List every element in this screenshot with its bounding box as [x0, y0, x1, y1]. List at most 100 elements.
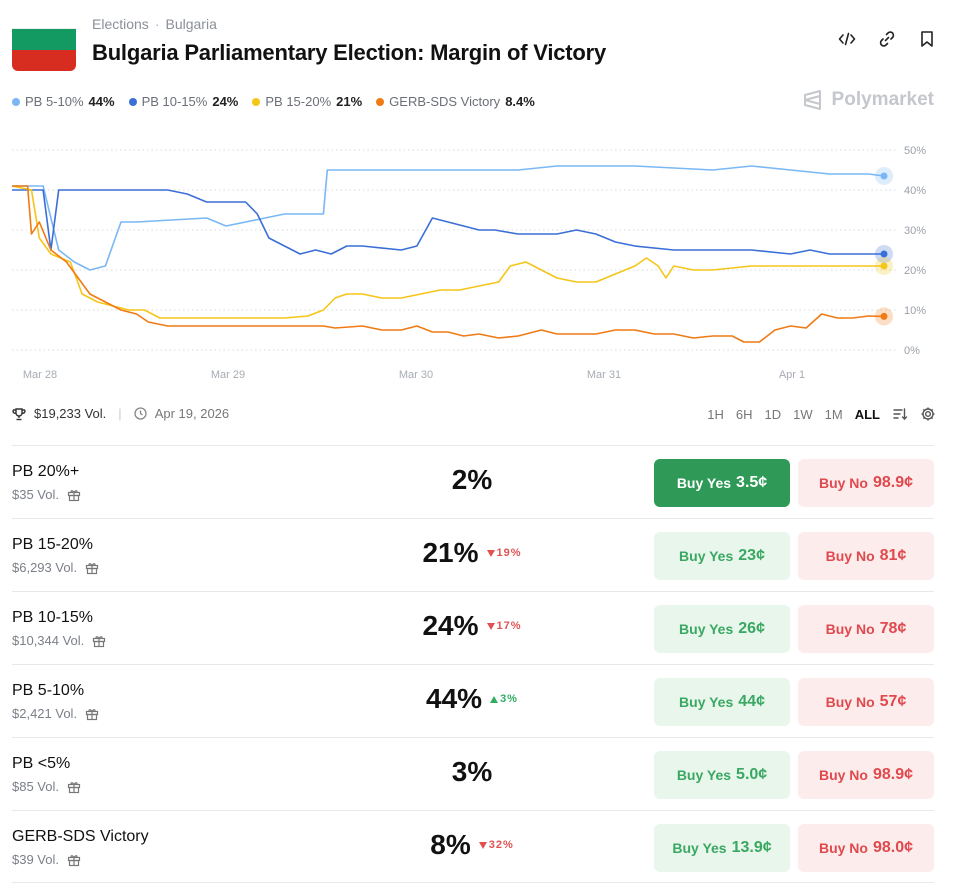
market-stats: $19,233 Vol. | Apr 19, 2026 1H 6H 1D 1W 1M AL… — [12, 406, 936, 426]
buy-no-label: Buy No — [818, 475, 868, 491]
change-value: 17% — [496, 620, 522, 632]
buy-no-button[interactable]: Buy No 81¢ — [798, 532, 934, 580]
range-1w[interactable]: 1W — [793, 406, 813, 422]
legend-value: 8.4% — [505, 94, 535, 109]
brand-name: Polymarket — [831, 89, 934, 110]
series-line-1[interactable] — [12, 189, 884, 255]
bulgaria-flag-icon — [12, 8, 76, 71]
series-line-2[interactable] — [11, 185, 884, 319]
outcome-name[interactable]: PB 10-15% — [12, 609, 93, 626]
link-icon[interactable] — [878, 30, 896, 48]
buy-no-label: Buy No — [825, 621, 875, 637]
probability-value: 3% — [451, 756, 493, 787]
legend-swatch — [12, 97, 20, 106]
buy-yes-label: Buy Yes — [676, 475, 732, 491]
series-line-0[interactable] — [12, 165, 885, 271]
outcome-volume: $6,293 Vol. — [12, 560, 99, 575]
buy-yes-button[interactable]: Buy Yes 3.5¢ — [654, 459, 790, 507]
range-all[interactable]: ALL — [854, 406, 880, 422]
total-volume: $19,233 Vol. — [34, 406, 107, 421]
outcome-row[interactable]: PB <5% $85 Vol. 3% Buy Yes 5.0¢ Buy No 98.9¢ — [12, 737, 934, 810]
buy-yes-button[interactable]: Buy Yes 5.0¢ — [654, 751, 790, 799]
outcome-row[interactable]: PB 5-10% $2,421 Vol. 44% 3% Buy Yes 44¢ Buy No… — [12, 664, 934, 737]
gear-icon[interactable] — [920, 406, 936, 422]
gift-icon[interactable] — [85, 561, 99, 575]
range-6h[interactable]: 6H — [735, 406, 753, 422]
buy-yes-price: 13.9¢ — [731, 839, 772, 856]
buy-yes-price: 23¢ — [738, 547, 765, 564]
embed-icon[interactable] — [838, 30, 856, 48]
bookmark-icon[interactable] — [918, 30, 936, 48]
polymarket-logo: Polymarket — [802, 89, 934, 111]
range-1d[interactable]: 1D — [764, 406, 782, 422]
buy-yes-label: Buy Yes — [679, 694, 734, 710]
buy-yes-price: 3.5¢ — [736, 474, 768, 491]
gift-icon[interactable] — [67, 780, 81, 794]
legend-label: PB 5-10% — [25, 94, 84, 109]
legend-value: 44% — [88, 94, 115, 109]
change-badge: 19% — [486, 547, 522, 559]
gift-icon[interactable] — [67, 853, 81, 867]
range-1m[interactable]: 1M — [824, 406, 843, 422]
trend-down-icon — [478, 841, 487, 849]
buy-yes-price: 26¢ — [738, 620, 765, 637]
price-chart[interactable]: 50% 40% 30% 20% 10% 0% Mar 28 Mar 29 Mar 30 Mar 3… — [0, 130, 954, 390]
buy-no-button[interactable]: Buy No 98.9¢ — [798, 751, 934, 799]
buy-no-button[interactable]: Buy No 78¢ — [798, 605, 934, 653]
clock-icon — [134, 407, 147, 420]
trend-down-icon — [486, 622, 495, 630]
outcome-probability: 44% 3% — [392, 683, 552, 715]
buy-yes-button[interactable]: Buy Yes 13.9¢ — [654, 824, 790, 872]
breadcrumb: Elections · Bulgaria — [92, 16, 217, 32]
gift-icon[interactable] — [85, 707, 99, 721]
sort-icon[interactable] — [892, 406, 908, 422]
range-1h[interactable]: 1H — [707, 406, 724, 422]
buy-no-button[interactable]: Buy No 57¢ — [798, 678, 934, 726]
outcome-row[interactable]: PB 10-15% $10,344 Vol. 24% 17% Buy Yes 26¢ Buy… — [12, 591, 934, 664]
buy-yes-label: Buy Yes — [679, 621, 734, 637]
breadcrumb-separator: · — [154, 16, 160, 32]
outcome-name[interactable]: GERB-SDS Victory — [12, 828, 149, 845]
outcome-name[interactable]: PB 20%+ — [12, 463, 80, 480]
outcome-volume-text: $2,421 Vol. — [12, 706, 78, 721]
series-end-point-0[interactable] — [880, 172, 888, 180]
buy-yes-button[interactable]: Buy Yes 44¢ — [654, 678, 790, 726]
series-end-point-2[interactable] — [880, 262, 888, 270]
y-tick-label: 0% — [904, 345, 920, 357]
breadcrumb-bulgaria[interactable]: Bulgaria — [165, 16, 217, 32]
buy-yes-button[interactable]: Buy Yes 23¢ — [654, 532, 790, 580]
buy-yes-button[interactable]: Buy Yes 26¢ — [654, 605, 790, 653]
outcome-row[interactable]: GERB-SDS Victory $39 Vol. 8% 32% Buy Yes 13.9… — [12, 810, 934, 883]
legend-item[interactable]: PB 10-15% 24% — [128, 94, 238, 109]
price-chart-svg[interactable]: 50% 40% 30% 20% 10% 0% Mar 28 Mar 29 Mar 30 Mar 3… — [0, 130, 954, 390]
buy-no-button[interactable]: Buy No 98.0¢ — [798, 824, 934, 872]
outcome-row[interactable]: PB 15-20% $6,293 Vol. 21% 19% Buy Yes 23¢ Buy … — [12, 518, 934, 591]
outcome-row[interactable]: PB 20%+ $35 Vol. 2% Buy Yes 3.5¢ Buy No 98.9¢ — [12, 445, 934, 518]
legend-item[interactable]: PB 15-20% 21% — [252, 94, 362, 109]
series-end-point-3[interactable] — [880, 312, 888, 320]
trophy-icon — [12, 407, 26, 420]
legend-value: 21% — [336, 94, 363, 109]
outcome-name[interactable]: PB 5-10% — [12, 682, 85, 699]
breadcrumb-elections[interactable]: Elections — [92, 16, 149, 32]
outcome-name[interactable]: PB <5% — [12, 755, 71, 772]
outcome-name[interactable]: PB 15-20% — [12, 536, 93, 553]
change-badge: 17% — [486, 620, 522, 632]
legend-item[interactable]: PB 5-10% 44% — [12, 94, 115, 109]
legend-label: GERB-SDS Victory — [389, 94, 501, 109]
buy-no-price: 57¢ — [879, 693, 907, 710]
outcome-probability: 8% 32% — [392, 829, 552, 861]
legend-item[interactable]: GERB-SDS Victory 8.4% — [376, 94, 535, 109]
x-tick-label: Mar 29 — [211, 369, 245, 381]
buy-no-button[interactable]: Buy No 98.9¢ — [798, 459, 934, 507]
series-end-point-1[interactable] — [880, 250, 888, 258]
y-tick-label: 50% — [904, 145, 926, 157]
buy-no-price: 98.9¢ — [872, 766, 914, 783]
gift-icon[interactable] — [92, 634, 106, 648]
series-line-3[interactable] — [12, 185, 885, 343]
stats-divider: | — [118, 406, 122, 421]
buy-no-label: Buy No — [825, 694, 875, 710]
gift-icon[interactable] — [67, 488, 81, 502]
outcome-volume-text: $85 Vol. — [12, 779, 59, 794]
outcome-volume-text: $6,293 Vol. — [12, 560, 78, 575]
